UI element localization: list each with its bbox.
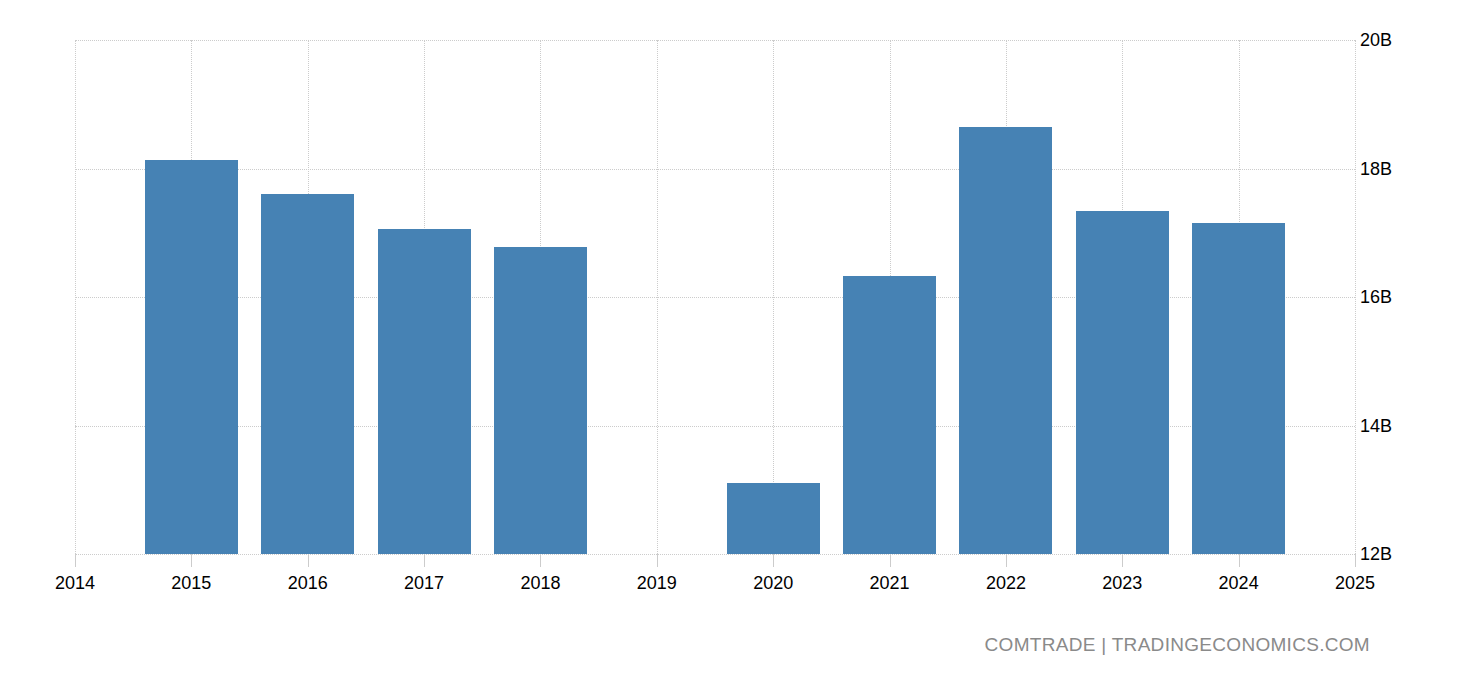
x-axis-tick-label: 2023 <box>1077 573 1167 593</box>
y-axis-tick-label: 16B <box>1360 287 1392 307</box>
x-axis-tick-mark <box>1239 554 1240 567</box>
watermark: COMTRADE | TRADINGECONOMICS.COM <box>985 634 1370 656</box>
x-axis-tick-mark <box>1355 554 1356 567</box>
x-axis-tick-label: 2020 <box>728 573 818 593</box>
chart-canvas: COMTRADE | TRADINGECONOMICS.COM 20B 18B 16… <box>0 0 1460 680</box>
x-axis-tick-mark <box>657 554 658 567</box>
bar-2020[interactable] <box>727 483 820 554</box>
x-axis-tick-mark <box>773 554 774 567</box>
y-axis-tick-label: 20B <box>1360 30 1392 50</box>
x-axis-tick-label: 2015 <box>146 573 236 593</box>
x-axis-tick-mark <box>191 554 192 567</box>
x-axis-tick-label: 2016 <box>263 573 353 593</box>
x-axis-tick-mark <box>424 554 425 567</box>
grid-line-vertical <box>75 40 76 554</box>
grid-line-horizontal <box>75 169 1355 170</box>
grid-line-vertical <box>657 40 658 554</box>
x-axis-tick-label: 2014 <box>30 573 120 593</box>
x-axis-tick-label: 2021 <box>845 573 935 593</box>
x-axis-tick-mark <box>75 554 76 567</box>
x-axis-tick-mark <box>540 554 541 567</box>
plot-area <box>75 40 1355 554</box>
grid-line-horizontal <box>75 40 1355 41</box>
x-axis-tick-mark <box>890 554 891 567</box>
bar-2021[interactable] <box>843 276 936 554</box>
x-axis-tick-label: 2022 <box>961 573 1051 593</box>
x-axis-tick-label: 2025 <box>1310 573 1400 593</box>
x-axis-tick-label: 2019 <box>612 573 702 593</box>
bar-2022[interactable] <box>959 127 1052 554</box>
x-axis-tick-mark <box>1006 554 1007 567</box>
bar-2015[interactable] <box>145 160 238 554</box>
y-axis-tick-label: 18B <box>1360 159 1392 179</box>
x-axis-tick-mark <box>308 554 309 567</box>
bar-2017[interactable] <box>378 229 471 554</box>
y-axis-tick-label: 14B <box>1360 416 1392 436</box>
grid-line-vertical <box>773 40 774 554</box>
y-axis-tick-label: 12B <box>1360 544 1392 564</box>
x-axis-tick-mark <box>1122 554 1123 567</box>
x-axis-tick-label: 2018 <box>495 573 585 593</box>
x-axis-tick-label: 2017 <box>379 573 469 593</box>
x-axis-tick-label: 2024 <box>1194 573 1284 593</box>
bar-2016[interactable] <box>261 194 354 554</box>
grid-line-horizontal <box>75 554 1355 555</box>
grid-line-vertical <box>1355 40 1356 554</box>
bar-2018[interactable] <box>494 247 587 554</box>
bar-2023[interactable] <box>1076 211 1169 554</box>
bar-2024[interactable] <box>1192 223 1285 554</box>
